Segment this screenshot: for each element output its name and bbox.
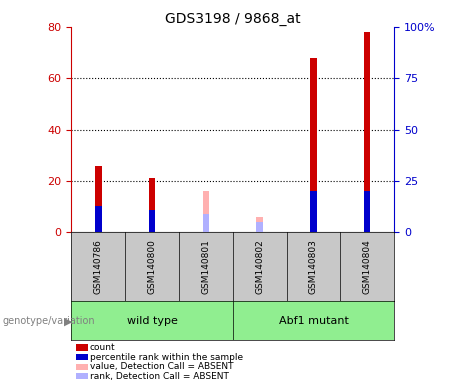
Bar: [364, 191, 371, 232]
Bar: [256, 222, 263, 232]
Bar: [149, 179, 155, 232]
Text: GSM140803: GSM140803: [309, 240, 318, 294]
Bar: [310, 58, 317, 232]
Bar: [310, 191, 317, 232]
Text: wild type: wild type: [127, 316, 177, 326]
Bar: [95, 166, 101, 232]
Text: value, Detection Call = ABSENT: value, Detection Call = ABSENT: [90, 362, 233, 371]
Text: percentile rank within the sample: percentile rank within the sample: [90, 353, 243, 362]
Bar: [203, 214, 209, 232]
Text: Abf1 mutant: Abf1 mutant: [278, 316, 349, 326]
Text: count: count: [90, 343, 116, 352]
Text: rank, Detection Call = ABSENT: rank, Detection Call = ABSENT: [90, 372, 229, 381]
Text: GSM140786: GSM140786: [94, 240, 103, 294]
Text: GSM140802: GSM140802: [255, 240, 264, 294]
Bar: [256, 217, 263, 232]
Title: GDS3198 / 9868_at: GDS3198 / 9868_at: [165, 12, 301, 26]
Bar: [149, 210, 155, 232]
Text: ▶: ▶: [64, 316, 72, 326]
Text: genotype/variation: genotype/variation: [2, 316, 95, 326]
Bar: [95, 205, 101, 232]
Bar: [364, 32, 371, 232]
Text: GSM140800: GSM140800: [148, 240, 157, 294]
Bar: [203, 191, 209, 232]
Text: GSM140801: GSM140801: [201, 240, 210, 294]
Text: GSM140804: GSM140804: [363, 240, 372, 294]
